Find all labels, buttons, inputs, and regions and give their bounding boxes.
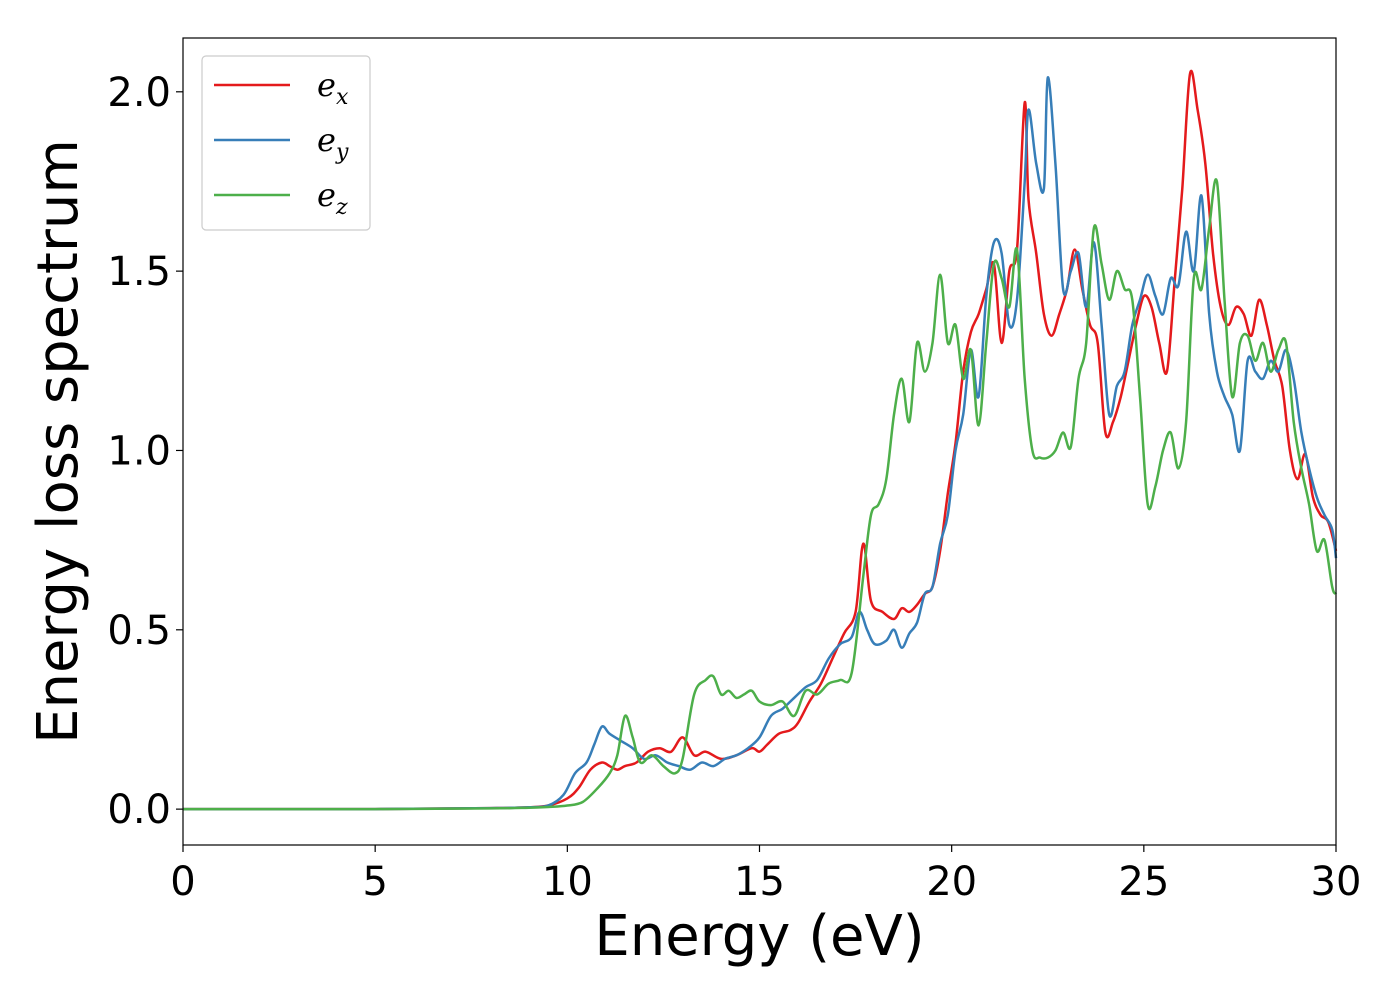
legend-box	[201, 55, 371, 231]
x-tick-label: 25	[1118, 859, 1169, 905]
series-layer	[182, 69, 1338, 811]
legend-label-z: ez	[317, 176, 348, 220]
x-tick-label: 30	[1311, 859, 1362, 905]
x-tick-label: 20	[926, 859, 977, 905]
y-tick-label: 2.0	[107, 70, 171, 116]
y-tick-label: 0.5	[107, 608, 171, 654]
x-tick-label: 5	[362, 859, 387, 905]
y-tick-label: 0.0	[107, 787, 171, 833]
y-tick-label: 1.0	[107, 428, 171, 474]
legend-label-y: ey	[317, 121, 349, 165]
x-tick-label: 10	[542, 859, 593, 905]
y-tick-label: 1.5	[107, 249, 171, 295]
legend: ex ey ez	[201, 55, 371, 231]
legend-label-x: ex	[317, 66, 349, 110]
y-axis-title: Energy loss spectrum	[26, 139, 91, 744]
x-tick-label: 15	[734, 859, 785, 905]
x-axis-title: Energy (eV)	[594, 904, 924, 969]
y-axis-ticks: 0.0 0.5 1.0 1.5 2.0	[107, 70, 183, 833]
x-axis-ticks: 0 5 10 15 20 25 30	[170, 845, 1361, 905]
x-tick-label: 0	[170, 859, 195, 905]
series-line-y	[182, 76, 1338, 811]
series-line-z	[182, 178, 1338, 811]
